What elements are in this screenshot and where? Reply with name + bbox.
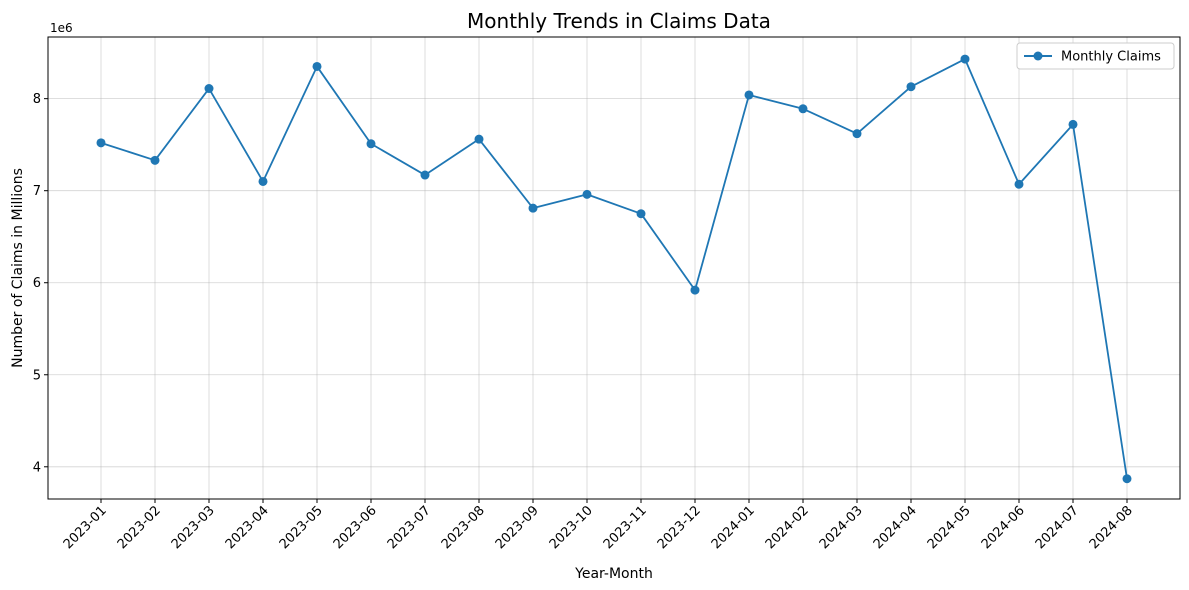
grid-lines (48, 37, 1180, 499)
x-tick-label: 2024-08 (1087, 503, 1136, 552)
data-point (798, 104, 808, 114)
plot-frame (47, 36, 1181, 500)
y-tick-label: 5 (33, 368, 41, 383)
x-tick-label: 2023-07 (385, 503, 434, 552)
y-offset-label: 1e6 (50, 21, 73, 35)
x-tick-label: 2024-05 (925, 503, 974, 552)
data-point (690, 285, 700, 295)
data-point (204, 84, 214, 94)
x-tick-label: 2023-05 (277, 503, 326, 552)
y-tick-label: 8 (33, 92, 41, 107)
data-point (312, 61, 322, 71)
x-tick-label: 2024-02 (763, 503, 812, 552)
y-tick-label: 4 (33, 460, 41, 475)
y-axis-label: Number of Claims in Millions (10, 168, 26, 368)
data-point (1014, 179, 1024, 189)
data-point (474, 134, 484, 144)
x-axis-ticks: 2023-01 2023-02 2023-03 2023-04 2023-05 2023-… (61, 499, 1136, 552)
data-point (366, 139, 376, 149)
data-point (150, 155, 160, 165)
y-axis-ticks: 4 5 6 7 8 (33, 92, 48, 475)
x-tick-label: 2023-12 (655, 503, 704, 552)
data-point (582, 189, 592, 199)
series-monthly-claims (96, 54, 1132, 484)
data-point (1068, 119, 1078, 129)
y-tick-label: 6 (33, 276, 41, 291)
data-point (528, 203, 538, 213)
x-tick-label: 2023-04 (223, 503, 272, 552)
legend-label: Monthly Claims (1061, 50, 1161, 65)
x-tick-label: 2024-06 (979, 503, 1028, 552)
x-tick-label: 2024-01 (709, 503, 758, 552)
data-point (906, 82, 916, 92)
x-axis-label: Year-Month (574, 566, 653, 582)
x-tick-label: 2023-02 (115, 503, 164, 552)
x-tick-label: 2023-08 (439, 503, 488, 552)
data-point (96, 138, 106, 148)
x-tick-label: 2023-01 (61, 503, 110, 552)
x-tick-label: 2024-04 (871, 503, 920, 552)
x-tick-label: 2023-06 (331, 503, 380, 552)
data-point (744, 90, 754, 100)
x-tick-label: 2023-10 (547, 503, 596, 552)
x-tick-label: 2023-03 (169, 503, 218, 552)
x-tick-label: 2023-11 (601, 503, 650, 552)
data-point (636, 209, 646, 219)
legend: Monthly Claims (1016, 42, 1175, 70)
data-point (852, 129, 862, 139)
chart-title: Monthly Trends in Claims Data (467, 9, 771, 33)
data-point (258, 176, 268, 186)
y-tick-label: 7 (33, 184, 41, 199)
x-tick-label: 2023-09 (493, 503, 542, 552)
x-tick-label: 2024-03 (817, 503, 866, 552)
data-point (1122, 474, 1132, 484)
data-point (960, 54, 970, 64)
legend-box (1016, 42, 1175, 70)
series-line (100, 58, 1128, 479)
x-tick-label: 2024-07 (1033, 503, 1082, 552)
data-point (420, 170, 430, 180)
legend-marker-sample (1033, 51, 1043, 61)
